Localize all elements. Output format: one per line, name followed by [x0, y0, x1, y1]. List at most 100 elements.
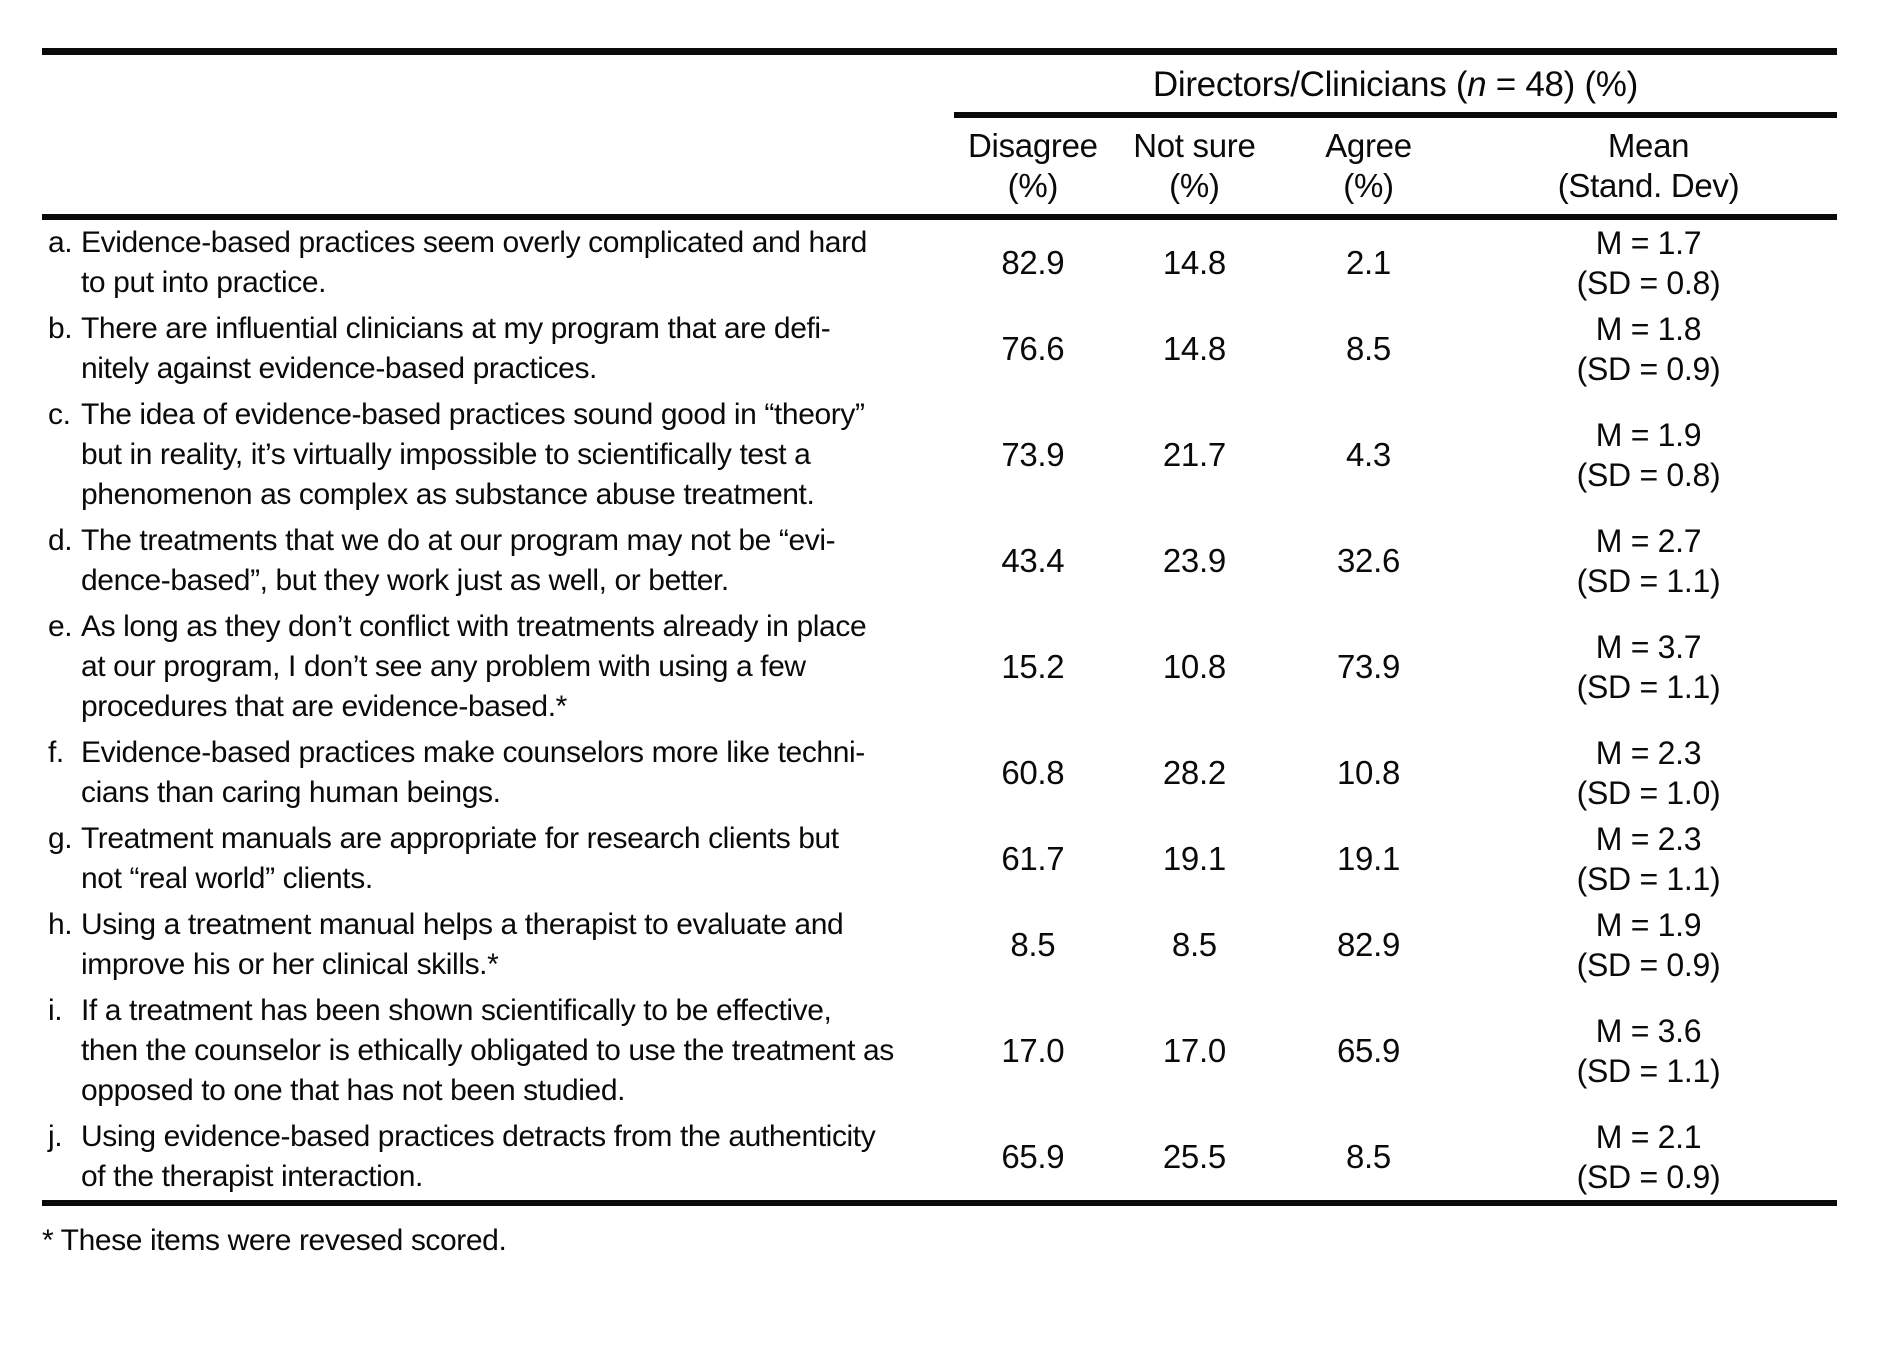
- table-row-c: c. The idea of evidence-based practices …: [42, 392, 1837, 518]
- statement-column-header: [42, 115, 954, 220]
- group-header: Directors/Clinicians (n = 48) (%): [953, 48, 1837, 118]
- not-sure-value: 8.5: [1171, 926, 1217, 963]
- agree-value: 19.1: [1336, 840, 1400, 877]
- sd-value: (SD = 0.8): [1576, 265, 1721, 301]
- table-row-f: f. Evidence-based practices make counsel…: [42, 730, 1837, 816]
- disagree-value: 17.0: [1001, 1032, 1065, 1069]
- disagree-value: 43.4: [1001, 542, 1065, 579]
- group-header-suffix: = 48) (%): [1486, 65, 1639, 104]
- statement-cell: i. If a treatment has been shown scienti…: [42, 988, 954, 1114]
- item-letter: a.: [48, 226, 73, 259]
- sd-value: (SD = 1.1): [1576, 861, 1721, 897]
- item-letter: d.: [48, 524, 73, 557]
- mean-value: M = 1.7: [1595, 225, 1702, 261]
- not-sure-value: 25.5: [1111, 1114, 1277, 1206]
- column-header-disagree: Disagree (%): [953, 115, 1112, 220]
- table-row-b: b. There are influential clinicians at m…: [42, 306, 1837, 392]
- sd-value: (SD = 1.1): [1576, 669, 1721, 705]
- mean-value: M = 2.1: [1595, 1119, 1702, 1155]
- mean-sd-cell: M = 1.8 (SD = 0.9): [1460, 306, 1837, 392]
- not-sure-value: 10.8: [1162, 648, 1226, 685]
- table-row-d: d. The treatments that we do at our prog…: [42, 518, 1837, 604]
- spanning-header-row: Directors/Clinicians (n = 48) (%): [42, 48, 1837, 118]
- mean-sd-cell: M = 2.3 (SD = 1.1): [1460, 816, 1837, 902]
- agree-value: 32.6: [1336, 542, 1400, 579]
- disagree-value: 82.9: [1001, 244, 1065, 281]
- mean-sd-cell: M = 1.7 (SD = 0.8): [1460, 217, 1837, 306]
- mean-value: M = 3.7: [1595, 629, 1702, 665]
- mean-sd-cell: M = 1.9 (SD = 0.8): [1460, 392, 1837, 518]
- item-letter: g.: [48, 822, 73, 855]
- item-statement: The treatments that we do at our program…: [81, 524, 836, 597]
- mean-value: M = 1.8: [1595, 311, 1702, 347]
- item-statement: The idea of evidence-based practices sou…: [81, 398, 865, 511]
- agree-value: 4.3: [1346, 436, 1391, 473]
- sd-value: (SD = 0.8): [1576, 457, 1721, 493]
- disagree-value: 60.8: [1001, 754, 1065, 791]
- mean-sd-cell: M = 3.6 (SD = 1.1): [1460, 988, 1837, 1114]
- item-statement: Using a treatment manual helps a therapi…: [81, 908, 844, 981]
- sd-value: (SD = 0.9): [1576, 1159, 1721, 1195]
- sd-value: (SD = 0.9): [1576, 351, 1721, 387]
- item-statement: Treatment manuals are appropriate for re…: [81, 822, 839, 895]
- table-row-h: h. Using a treatment manual helps a ther…: [42, 902, 1837, 988]
- item-letter: h.: [48, 908, 73, 941]
- not-sure-value: 17.0: [1162, 1032, 1226, 1069]
- agree-value: 8.5: [1346, 330, 1391, 367]
- table-row-g: g. Treatment manuals are appropriate for…: [42, 816, 1837, 902]
- mean-value: M = 3.6: [1595, 1013, 1702, 1049]
- disagree-value: 73.9: [1001, 436, 1065, 473]
- column-header-mean: Mean (Stand. Dev): [1460, 115, 1837, 220]
- statement-cell: j. Using evidence-based practices detrac…: [42, 1114, 954, 1206]
- mean-value: M = 1.9: [1595, 417, 1702, 453]
- column-header-agree: Agree (%): [1276, 115, 1461, 220]
- table-row-a: a. Evidence-based practices seem overly …: [42, 217, 1837, 306]
- group-header-n-italic: n: [1467, 65, 1487, 104]
- agree-value: 73.9: [1336, 648, 1400, 685]
- mean-value: M = 2.3: [1595, 821, 1702, 857]
- disagree-value: 15.2: [1001, 648, 1065, 685]
- table-row-i: i. If a treatment has been shown scienti…: [42, 988, 1837, 1114]
- mean-sd-cell: M = 1.9 (SD = 0.9): [1460, 902, 1837, 988]
- item-statement: There are influential clinicians at my p…: [81, 312, 831, 385]
- statement-cell: e. As long as they don’t conflict with t…: [42, 604, 954, 730]
- disagree-value: 61.7: [1001, 840, 1065, 877]
- item-statement: If a treatment has been shown scientific…: [81, 994, 894, 1107]
- mean-value: M = 2.7: [1595, 523, 1702, 559]
- statement-cell: c. The idea of evidence-based practices …: [42, 392, 954, 518]
- item-letter: i.: [48, 994, 63, 1027]
- sd-value: (SD = 1.1): [1576, 1053, 1721, 1089]
- not-sure-value: 14.8: [1162, 244, 1226, 281]
- not-sure-value: 23.9: [1162, 542, 1226, 579]
- sd-value: (SD = 1.1): [1576, 563, 1721, 599]
- table-row-j: j. Using evidence-based practices detrac…: [42, 1114, 1837, 1206]
- statement-cell: h. Using a treatment manual helps a ther…: [42, 902, 954, 988]
- column-header-row: Disagree (%) Not sure (%) Agree (%) Mean…: [42, 115, 1837, 220]
- table-footnote: * These items were revesed scored.: [42, 1224, 507, 1257]
- not-sure-value: 14.8: [1162, 330, 1226, 367]
- not-sure-value: 19.1: [1162, 840, 1226, 877]
- item-letter: j.: [48, 1120, 63, 1153]
- agree-value: 2.1: [1346, 244, 1391, 281]
- table-row-e: e. As long as they don’t conflict with t…: [42, 604, 1837, 730]
- mean-sd-cell: M = 2.3 (SD = 1.0): [1460, 730, 1837, 816]
- item-statement: Evidence-based practices make counselors…: [81, 736, 865, 809]
- agree-value: 10.8: [1336, 754, 1400, 791]
- disagree-value: 8.5: [1010, 926, 1056, 963]
- sd-value: (SD = 0.9): [1576, 947, 1721, 983]
- item-letter: b.: [48, 312, 73, 345]
- column-header-not-sure: Not sure (%): [1111, 115, 1277, 220]
- statement-cell: d. The treatments that we do at our prog…: [42, 518, 954, 604]
- not-sure-value: 28.2: [1162, 754, 1226, 791]
- mean-sd-cell: M = 3.7 (SD = 1.1): [1460, 604, 1837, 730]
- item-statement: Using evidence-based practices detracts …: [81, 1120, 876, 1193]
- item-statement: As long as they don’t conflict with trea…: [81, 610, 867, 723]
- statement-column-spacer: [42, 48, 954, 115]
- not-sure-value: 21.7: [1162, 436, 1226, 473]
- agree-value: 82.9: [1336, 926, 1400, 963]
- mean-value: M = 1.9: [1595, 907, 1702, 943]
- agree-value: 65.9: [1336, 1032, 1400, 1069]
- disagree-value: 76.6: [1001, 330, 1065, 367]
- group-header-prefix: Directors/Clinicians (: [1152, 65, 1468, 104]
- mean-sd-cell: M = 2.7 (SD = 1.1): [1460, 518, 1837, 604]
